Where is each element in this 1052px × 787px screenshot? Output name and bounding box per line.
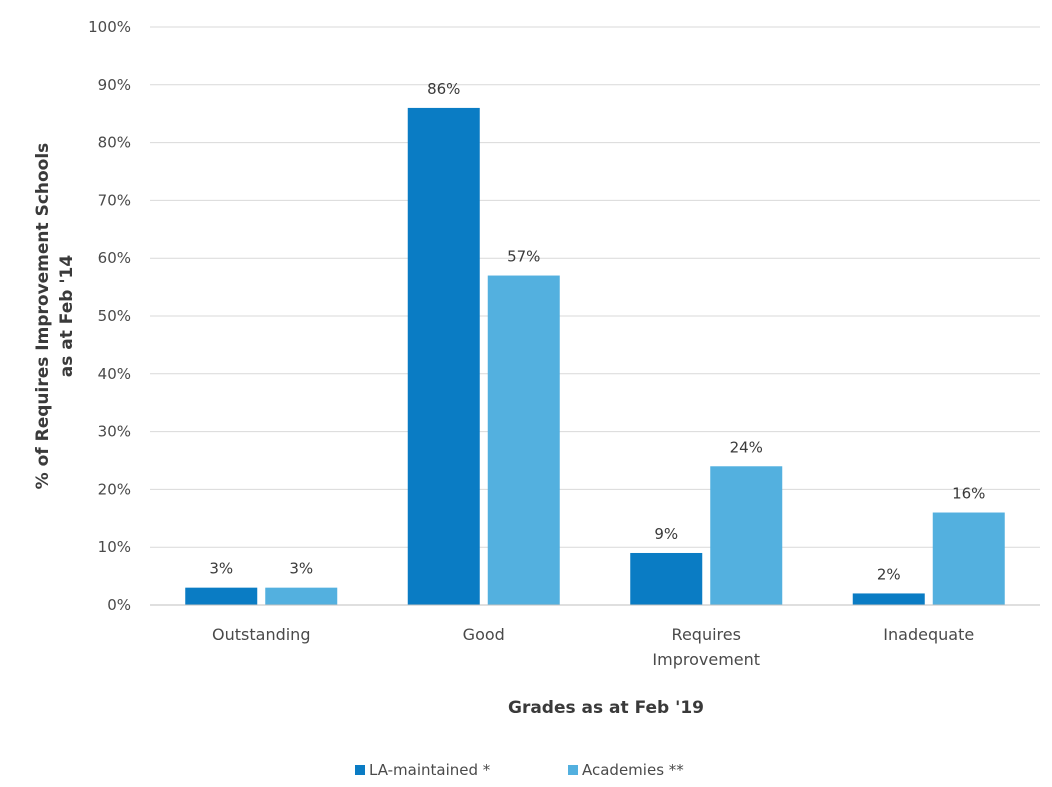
bar xyxy=(407,107,480,606)
data-labels: 3% 3% 86% 57% 9% 24% 2% 16% xyxy=(209,80,985,584)
y-tick-label: 80% xyxy=(98,134,131,152)
bars xyxy=(185,107,1005,606)
bar xyxy=(630,552,703,605)
x-axis-categories: Outstanding Good Requires Improvement Inadeq… xyxy=(212,625,974,669)
bar xyxy=(265,587,338,605)
bar xyxy=(932,512,1005,605)
data-label: 16% xyxy=(952,485,985,503)
x-category-label: Good xyxy=(463,625,505,644)
y-tick-label: 10% xyxy=(98,538,131,556)
legend-label: LA-maintained * xyxy=(369,761,491,779)
data-label: 2% xyxy=(877,565,901,583)
bar xyxy=(852,593,925,605)
x-category-label: Outstanding xyxy=(212,625,310,644)
bar xyxy=(710,466,783,605)
data-label: 3% xyxy=(209,560,233,578)
data-label: 86% xyxy=(427,80,460,98)
y-tick-label: 0% xyxy=(107,596,131,614)
y-axis-title: % of Requires Improvement Schools as at F… xyxy=(33,143,77,490)
legend: LA-maintained * Academies ** xyxy=(355,761,684,779)
y-tick-label: 60% xyxy=(98,249,131,267)
x-category-label: Requires Improvement xyxy=(652,625,760,669)
y-tick-label: 90% xyxy=(98,76,131,94)
legend-swatch xyxy=(355,765,365,775)
x-category-label: Inadequate xyxy=(883,625,974,644)
y-tick-label: 20% xyxy=(98,480,131,498)
y-tick-label: 50% xyxy=(98,307,131,325)
x-axis-title: Grades as at Feb '19 xyxy=(508,698,704,718)
legend-swatch xyxy=(568,765,578,775)
data-label: 24% xyxy=(730,438,763,456)
y-tick-label: 70% xyxy=(98,191,131,209)
bar xyxy=(487,275,560,605)
gridlines xyxy=(150,26,1040,548)
bar xyxy=(185,587,258,605)
data-label: 9% xyxy=(654,525,678,543)
legend-label: Academies ** xyxy=(582,761,684,779)
y-axis-ticks: 0% 10% 20% 30% 40% 50% 60% 70% 80% 90% 100% xyxy=(88,18,131,614)
y-tick-label: 40% xyxy=(98,365,131,383)
data-label: 3% xyxy=(289,560,313,578)
y-tick-label: 30% xyxy=(98,423,131,441)
data-label: 57% xyxy=(507,248,540,266)
y-tick-label: 100% xyxy=(88,18,131,36)
